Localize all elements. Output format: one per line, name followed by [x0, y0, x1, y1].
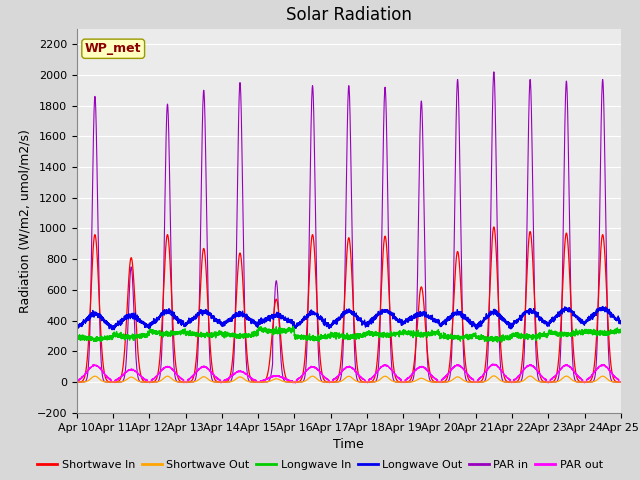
PAR out	[171, 369, 179, 375]
Line: PAR in: PAR in	[77, 72, 621, 382]
Line: PAR out: PAR out	[77, 364, 621, 383]
PAR out	[617, 379, 625, 384]
Line: Longwave In: Longwave In	[77, 326, 621, 342]
PAR out	[490, 361, 497, 367]
Shortwave Out	[328, 379, 336, 385]
X-axis label: Time: Time	[333, 438, 364, 451]
Y-axis label: Radiation (W/m2, umol/m2/s): Radiation (W/m2, umol/m2/s)	[18, 129, 31, 313]
PAR in	[73, 379, 81, 385]
Longwave Out	[502, 317, 509, 323]
PAR in	[440, 379, 448, 385]
Longwave In	[617, 326, 625, 332]
Text: WP_met: WP_met	[85, 42, 141, 55]
Longwave In	[328, 331, 336, 337]
PAR out	[328, 379, 336, 385]
Shortwave Out	[171, 378, 179, 384]
Longwave Out	[599, 304, 607, 310]
Longwave In	[493, 339, 501, 345]
PAR in	[470, 379, 478, 385]
Longwave Out	[328, 322, 336, 328]
Shortwave In	[470, 379, 478, 385]
Shortwave Out	[470, 379, 478, 385]
Line: Shortwave Out: Shortwave Out	[77, 376, 621, 382]
Longwave In	[471, 330, 479, 336]
Line: Shortwave In: Shortwave In	[77, 227, 621, 382]
PAR in	[502, 379, 509, 385]
Shortwave In	[617, 379, 625, 385]
Shortwave In	[440, 379, 448, 384]
Shortwave Out	[490, 373, 498, 379]
PAR out	[616, 380, 624, 385]
PAR out	[441, 375, 449, 381]
Longwave Out	[617, 321, 625, 326]
Shortwave In	[328, 379, 336, 385]
PAR in	[616, 379, 624, 385]
Longwave In	[502, 334, 509, 339]
Shortwave Out	[502, 379, 509, 385]
PAR out	[502, 372, 509, 378]
Shortwave In	[73, 379, 81, 385]
Legend: Shortwave In, Shortwave Out, Longwave In, Longwave Out, PAR in, PAR out: Shortwave In, Shortwave Out, Longwave In…	[33, 456, 607, 474]
Longwave In	[616, 328, 624, 334]
PAR out	[292, 380, 300, 386]
PAR in	[490, 69, 498, 75]
PAR out	[73, 379, 81, 385]
Longwave Out	[74, 328, 81, 334]
Longwave In	[289, 324, 297, 329]
PAR in	[171, 370, 179, 375]
PAR in	[328, 379, 336, 385]
Title: Solar Radiation: Solar Radiation	[286, 6, 412, 24]
Shortwave In	[171, 348, 179, 354]
Longwave In	[441, 332, 449, 338]
Longwave Out	[73, 325, 81, 331]
Longwave In	[171, 330, 179, 336]
PAR in	[617, 379, 625, 385]
Shortwave Out	[616, 379, 624, 385]
Line: Longwave Out: Longwave Out	[77, 307, 621, 331]
PAR out	[471, 379, 479, 385]
Longwave Out	[441, 318, 449, 324]
Shortwave In	[502, 377, 509, 383]
Shortwave Out	[617, 379, 625, 385]
Shortwave In	[490, 224, 498, 230]
Longwave Out	[171, 312, 179, 318]
Longwave Out	[616, 319, 624, 325]
Longwave Out	[471, 323, 479, 328]
Longwave In	[73, 332, 81, 337]
Shortwave Out	[440, 379, 448, 385]
Shortwave In	[616, 379, 624, 385]
Shortwave Out	[73, 379, 81, 385]
